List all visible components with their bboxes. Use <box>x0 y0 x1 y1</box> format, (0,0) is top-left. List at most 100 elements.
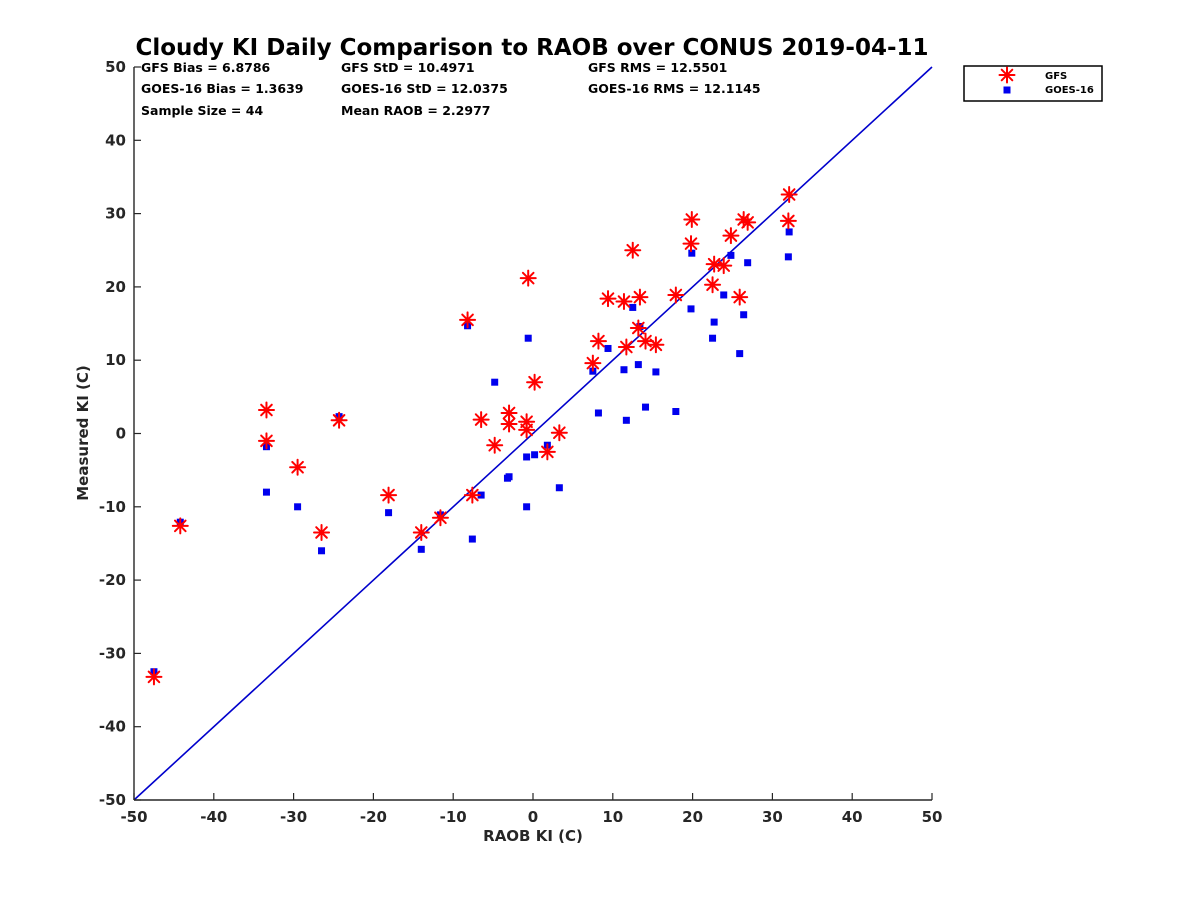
goes16-point <box>318 547 326 555</box>
gfs-point <box>780 186 798 204</box>
gfs-point <box>599 290 617 308</box>
gfs-point <box>171 517 189 535</box>
stat-goes-std: GOES-16 StD = 12.0375 <box>341 81 508 96</box>
stat-gfs-std: GFS StD = 10.4971 <box>341 60 475 75</box>
legend-goes16-marker <box>1003 86 1011 94</box>
y-tick-label: -20 <box>99 571 126 589</box>
gfs-point <box>519 269 537 287</box>
gfs-point <box>715 257 733 275</box>
stat-mean-raob: Mean RAOB = 2.2977 <box>341 103 490 118</box>
y-tick-label: 20 <box>105 278 126 296</box>
legend-gfs-asterisk <box>998 66 1016 84</box>
gfs-point <box>704 276 722 294</box>
goes16-point <box>622 416 630 424</box>
gfs-point <box>584 354 602 372</box>
goes16-point <box>709 334 717 342</box>
goes16-point <box>523 503 531 511</box>
goes16-point <box>262 488 270 496</box>
goes16-point <box>727 251 735 259</box>
y-ticks: -50 -40 -30 -20 -10 0 10 20 30 40 50 <box>99 58 141 809</box>
gfs-point <box>631 288 649 306</box>
goes16-point <box>477 491 485 499</box>
one-to-one-line <box>133 66 933 801</box>
goes16-point <box>629 303 637 311</box>
data-marks-layer <box>145 186 798 686</box>
goes16-point <box>417 545 425 553</box>
statistics-annotations: GFS Bias = 6.8786 GFS StD = 10.4971 GFS … <box>141 60 761 118</box>
reference-line-layer <box>133 66 933 801</box>
gfs-point <box>682 235 700 253</box>
x-ticks: -50 -40 -30 -20 -10 0 10 20 30 40 50 <box>120 793 942 826</box>
x-tick-label: 40 <box>842 808 863 826</box>
legend: GFS GOES-16 <box>963 65 1103 102</box>
gfs-point <box>550 424 568 442</box>
goes16-point <box>720 291 728 299</box>
gfs-point <box>518 413 536 431</box>
gfs-point <box>615 293 633 311</box>
legend-box <box>963 65 1103 102</box>
y-tick-label: -30 <box>99 644 126 662</box>
goes16-point <box>642 403 650 411</box>
x-tick-label: -20 <box>360 808 387 826</box>
gfs-point <box>683 210 701 228</box>
gfs-point <box>412 523 430 541</box>
gfs-point <box>722 227 740 245</box>
goes16-point <box>555 484 563 492</box>
stat-goes-rms: GOES-16 RMS = 12.1145 <box>588 81 761 96</box>
x-tick-label: -10 <box>440 808 467 826</box>
goes16-point <box>505 473 513 481</box>
stat-goes-bias: GOES-16 Bias = 1.3639 <box>141 81 303 96</box>
goes16-point <box>468 535 476 543</box>
y-tick-label: 0 <box>116 425 126 443</box>
y-tick-label: -50 <box>99 791 126 809</box>
legend-gfs-marker <box>998 66 1016 84</box>
gfs-point <box>526 373 544 391</box>
y-tick-label: 30 <box>105 205 126 223</box>
gfs-point <box>637 332 655 350</box>
x-tick-label: 10 <box>602 808 623 826</box>
goes16-point <box>385 509 393 517</box>
goes16-point <box>710 318 718 326</box>
legend-goes16-square <box>1003 86 1011 94</box>
y-tick-label: -10 <box>99 498 126 516</box>
goes16-point <box>744 259 752 267</box>
gfs-point <box>624 241 642 259</box>
stat-gfs-bias: GFS Bias = 6.8786 <box>141 60 271 75</box>
goes16-point <box>604 344 612 352</box>
chart-title: Cloudy KI Daily Comparison to RAOB over … <box>135 35 928 61</box>
gfs-point <box>731 288 749 306</box>
gfs-point <box>330 411 348 429</box>
goes16-point <box>523 453 531 461</box>
goes16-point <box>634 361 642 369</box>
gfs-point <box>486 436 504 454</box>
x-tick-label: 20 <box>682 808 703 826</box>
y-tick-label: 50 <box>105 58 126 76</box>
x-tick-label: 0 <box>528 808 538 826</box>
y-axis-label: Measured KI (C) <box>74 365 92 501</box>
gfs-point <box>589 332 607 350</box>
y-tick-label: 40 <box>105 131 126 149</box>
goes16-point <box>736 350 744 358</box>
gfs-point <box>380 486 398 504</box>
x-tick-label: -40 <box>200 808 227 826</box>
goes16-point <box>620 366 628 374</box>
y-tick-label: 10 <box>105 351 126 369</box>
gfs-point <box>739 213 757 231</box>
gfs-point <box>289 458 307 476</box>
goes16-point <box>294 503 302 511</box>
legend-goes16-label: GOES-16 <box>1045 85 1094 96</box>
x-axis-label: RAOB KI (C) <box>483 827 583 845</box>
gfs-point <box>257 401 275 419</box>
goes16-point <box>687 305 695 313</box>
gfs-point <box>313 523 331 541</box>
gfs-point <box>647 336 665 354</box>
goes16-point <box>688 249 696 257</box>
goes16-point <box>594 409 602 417</box>
gfs-point <box>431 509 449 527</box>
x-tick-label: -50 <box>120 808 147 826</box>
goes16-point <box>524 334 532 342</box>
goes16-point <box>491 378 499 386</box>
gfs-point <box>463 486 481 504</box>
